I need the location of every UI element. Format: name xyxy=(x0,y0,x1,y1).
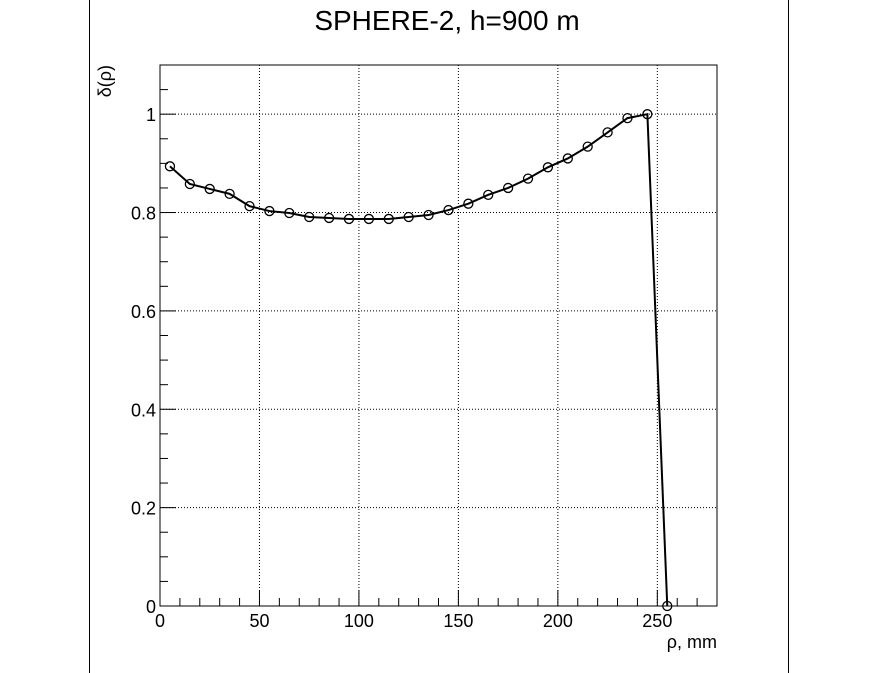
data-point-marker xyxy=(662,600,673,612)
y-tick-label: 1 xyxy=(146,105,156,125)
data-point-marker xyxy=(542,162,554,173)
y-tick-label: 0 xyxy=(146,597,156,617)
data-point-marker xyxy=(602,127,613,138)
data-series xyxy=(164,109,673,612)
data-point-marker xyxy=(363,213,375,225)
x-axis-title: ρ, mm xyxy=(667,632,717,652)
data-point-marker xyxy=(582,141,593,152)
data-point-marker xyxy=(423,209,434,221)
data-point-marker xyxy=(164,161,176,172)
data-point-marker xyxy=(562,153,573,164)
data-point-marker xyxy=(403,211,414,223)
x-tick-label: 0 xyxy=(155,611,165,631)
y-tick-label: 0.4 xyxy=(131,400,156,420)
data-point-marker xyxy=(343,213,355,225)
data-point-marker xyxy=(304,211,315,223)
y-tick-label: 0.6 xyxy=(131,302,156,322)
data-point-marker xyxy=(204,183,215,195)
data-point-marker xyxy=(483,189,494,200)
data-point-marker xyxy=(443,204,454,216)
axis-ticks xyxy=(159,64,718,607)
plot-frame xyxy=(159,64,718,607)
data-point-marker xyxy=(184,178,195,190)
x-tick-label: 200 xyxy=(543,611,573,631)
chart-title: SPHERE-2, h=900 m xyxy=(314,5,579,36)
data-point-marker xyxy=(264,205,275,217)
data-point-marker xyxy=(244,201,255,212)
y-tick-label: 0.8 xyxy=(131,204,156,224)
data-point-marker xyxy=(522,173,534,184)
y-axis-title: δ(ρ) xyxy=(95,65,115,97)
data-point-marker xyxy=(383,213,394,225)
series-line xyxy=(169,112,669,607)
data-point-marker xyxy=(463,198,474,209)
y-tick-label: 0.2 xyxy=(131,499,156,519)
x-tick-label: 100 xyxy=(344,611,374,631)
x-tick-label: 150 xyxy=(443,611,473,631)
x-tick-label: 50 xyxy=(249,611,269,631)
data-point-marker xyxy=(284,207,295,219)
data-point-marker xyxy=(642,109,653,120)
data-point-marker xyxy=(622,112,633,124)
x-tick-label: 250 xyxy=(642,611,672,631)
data-point-marker xyxy=(323,212,335,224)
grid xyxy=(160,65,717,606)
tick-labels: 0 50 100 150 200 250 0 0.2 0.4 0.6 0.8 1 xyxy=(131,105,672,631)
data-point-marker xyxy=(502,182,514,194)
data-point-marker xyxy=(224,188,235,200)
